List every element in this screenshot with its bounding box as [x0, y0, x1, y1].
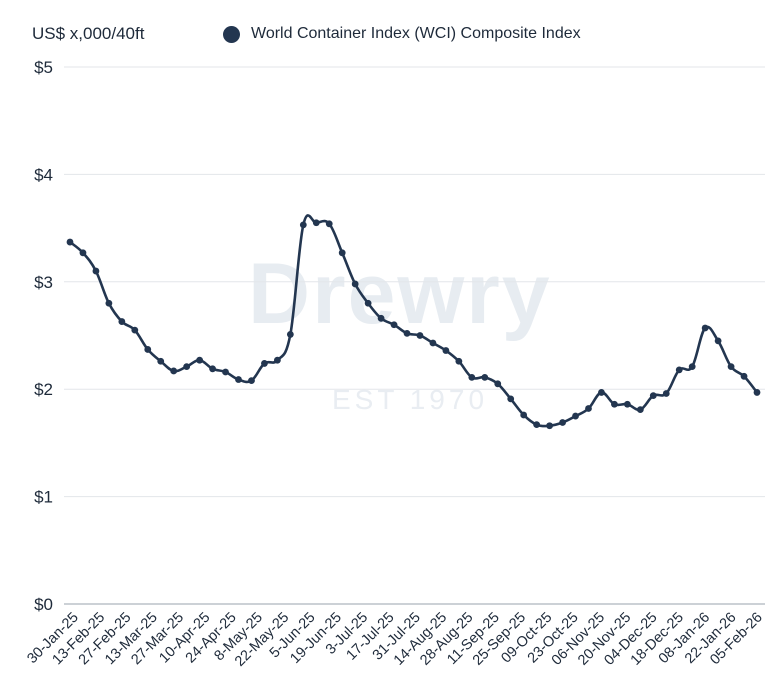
data-point	[261, 360, 268, 367]
y-axis-title: US$ x,000/40ft	[32, 24, 145, 43]
data-point	[701, 324, 709, 332]
data-point	[559, 419, 566, 426]
data-point	[468, 373, 476, 381]
legend: World Container Index (WCI) Composite In…	[223, 25, 581, 43]
data-point	[286, 331, 294, 338]
data-point	[649, 392, 657, 400]
data-point	[338, 249, 346, 257]
data-point	[585, 405, 592, 412]
data-point	[351, 280, 359, 288]
data-point	[546, 422, 554, 430]
data-point	[429, 339, 437, 347]
y-tick-label: $1	[34, 488, 53, 507]
data-point	[442, 347, 450, 354]
data-point	[79, 249, 87, 257]
data-point	[675, 366, 683, 374]
data-point	[196, 356, 204, 364]
data-point	[636, 406, 644, 414]
data-point	[66, 238, 74, 246]
data-point	[520, 411, 528, 419]
data-point	[131, 326, 139, 334]
data-point	[170, 367, 178, 375]
data-point	[740, 372, 748, 380]
x-tick-labels: 30-Jan-2513-Feb-2527-Feb-2513-Mar-2527-M…	[24, 610, 765, 670]
data-point	[325, 220, 333, 228]
data-point	[92, 267, 100, 275]
data-point	[312, 219, 320, 227]
data-point	[507, 395, 515, 403]
data-point	[377, 314, 385, 322]
data-point	[183, 363, 191, 371]
data-point	[416, 332, 424, 339]
data-point	[157, 357, 165, 365]
data-point	[248, 377, 255, 385]
data-point	[105, 299, 113, 307]
data-point	[481, 373, 489, 381]
data-point	[533, 421, 541, 429]
y-tick-label: $3	[34, 273, 53, 292]
data-point	[403, 329, 411, 337]
y-tick-label: $5	[34, 58, 53, 77]
data-point	[299, 221, 307, 229]
data-point	[662, 390, 670, 397]
data-point	[455, 357, 463, 365]
data-point	[572, 412, 579, 420]
legend-marker-icon	[223, 25, 240, 43]
y-tick-label: $0	[34, 595, 53, 614]
y-tick-label: $2	[34, 380, 53, 399]
data-point	[390, 321, 398, 329]
data-point	[598, 389, 605, 396]
data-point	[494, 380, 502, 388]
legend-label: World Container Index (WCI) Composite In…	[251, 25, 581, 42]
data-point	[222, 368, 229, 376]
data-point	[688, 363, 696, 371]
y-tick-label: $4	[34, 165, 53, 184]
gridlines	[64, 66, 765, 605]
data-point	[273, 356, 281, 364]
data-point	[714, 337, 722, 345]
data-point	[753, 389, 761, 396]
data-point	[144, 346, 152, 353]
data-point	[623, 400, 631, 408]
data-point	[727, 363, 735, 371]
data-point	[364, 299, 372, 307]
data-point	[209, 365, 216, 373]
y-tick-labels: $0 $1 $2 $3 $4 $5	[34, 58, 53, 614]
data-point	[611, 400, 618, 408]
data-point	[118, 318, 126, 325]
series-wci	[66, 214, 761, 430]
data-point	[235, 376, 242, 383]
